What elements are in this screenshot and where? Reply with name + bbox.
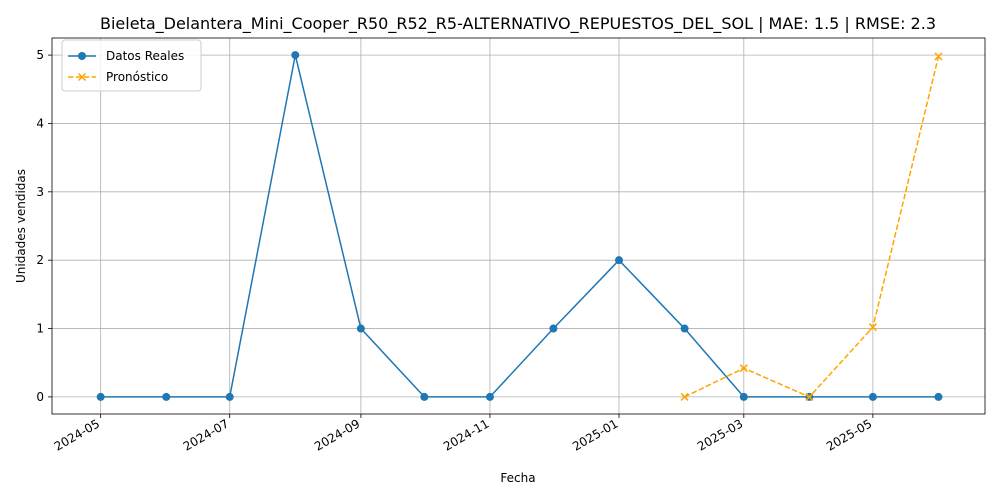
- data-point-datos-reales: [739, 392, 748, 401]
- data-point-pronostico: [680, 392, 689, 401]
- data-point-datos-reales: [868, 392, 877, 401]
- data-point-datos-reales: [934, 392, 943, 401]
- series-line-pronostico: [684, 56, 940, 398]
- legend-item-pronostico: Pronóstico: [68, 70, 168, 84]
- chart-title: Bieleta_Delantera_Mini_Cooper_R50_R52_R5…: [100, 14, 936, 34]
- y-tick-label: 2: [36, 253, 44, 267]
- plot-area-frame: [51, 37, 986, 415]
- x-tick-label: 2024-07: [181, 416, 231, 453]
- data-point-datos-reales: [356, 324, 365, 333]
- y-tick-label: 4: [36, 116, 44, 130]
- x-axis-label: Fecha: [500, 471, 535, 485]
- data-point-pronostico: [739, 364, 748, 373]
- series: [96, 51, 943, 401]
- data-point-datos-reales: [614, 256, 623, 265]
- data-point-datos-reales: [420, 392, 429, 401]
- x-tick-label: 2025-03: [695, 416, 745, 453]
- data-point-datos-reales: [485, 392, 494, 401]
- data-point-datos-reales: [162, 392, 171, 401]
- grid: [52, 38, 985, 414]
- y-axis: 0 1 2 3 4 5: [36, 48, 52, 404]
- y-tick-label: 1: [36, 322, 44, 336]
- x-tick-label: 2025-05: [824, 416, 874, 453]
- x-tick-label: 2024-11: [441, 416, 491, 453]
- data-point-pronostico: [805, 392, 814, 401]
- legend-marker-datos-reales: [78, 52, 86, 60]
- legend-label-datos-reales: Datos Reales: [106, 49, 184, 63]
- data-point-pronostico: [868, 323, 877, 332]
- y-tick-label: 5: [36, 48, 44, 62]
- y-tick-label: 0: [36, 390, 44, 404]
- data-point-datos-reales: [96, 392, 105, 401]
- data-point-datos-reales: [291, 51, 300, 60]
- data-point-datos-reales: [680, 324, 689, 333]
- x-axis: 2024-05 2024-07 2024-09 2024-11 2025-01 2025-…: [52, 414, 874, 454]
- x-tick-label: 2025-01: [570, 416, 620, 453]
- legend-box: [61, 39, 202, 92]
- series-line-datos-reales: [100, 54, 939, 398]
- x-tick-label: 2024-09: [312, 416, 362, 453]
- y-axis-label: Unidades vendidas: [14, 169, 28, 283]
- legend-item-datos-reales: Datos Reales: [68, 49, 184, 63]
- data-point-pronostico: [934, 52, 943, 61]
- data-point-datos-reales: [549, 324, 558, 333]
- legend-marker-pronostico: [77, 72, 87, 82]
- legend: Datos Reales Pronóstico: [61, 39, 202, 92]
- x-tick-label: 2024-05: [52, 416, 102, 453]
- y-tick-label: 3: [36, 185, 44, 199]
- legend-label-pronostico: Pronóstico: [106, 70, 168, 84]
- data-point-datos-reales: [225, 392, 234, 401]
